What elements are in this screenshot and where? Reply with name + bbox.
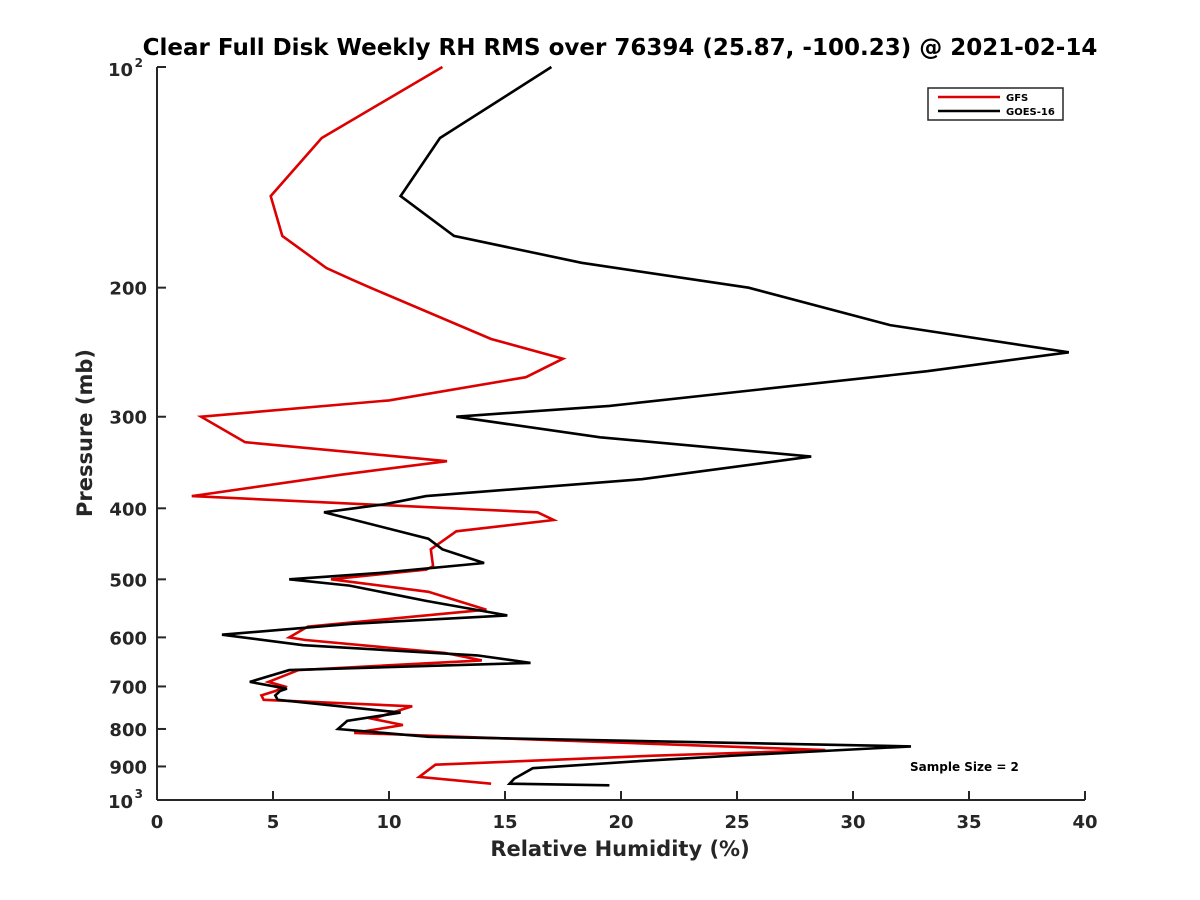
series-lines <box>191 65 1069 787</box>
y-tick-label: 500 <box>109 570 147 591</box>
y-tick-label: 200 <box>109 279 147 300</box>
x-axis-label: Relative Humidity (%) <box>490 837 749 861</box>
y-tick-label-exponent: 2 <box>135 56 143 70</box>
legend-label-gfs: GFS <box>1006 93 1028 104</box>
x-tick-label: 5 <box>267 812 280 833</box>
x-tick-label: 40 <box>1072 812 1097 833</box>
x-tick-label: 15 <box>492 812 517 833</box>
y-tick-label: 700 <box>109 677 147 698</box>
y-tick-label: 900 <box>109 757 147 778</box>
x-tick-label: 20 <box>608 812 633 833</box>
x-tick-label: 10 <box>376 812 401 833</box>
x-tick-label: 35 <box>956 812 981 833</box>
x-tick-label: 30 <box>840 812 865 833</box>
y-tick-label: 800 <box>109 720 147 741</box>
y-tick-label: 600 <box>109 628 147 649</box>
y-tick-label: 300 <box>109 408 147 429</box>
y-tick-label: 400 <box>109 499 147 520</box>
y-tick-label-base: 10 <box>108 792 133 813</box>
series-line-goes-16 <box>221 65 1069 787</box>
sample-size-annotation: Sample Size = 2 <box>910 760 1019 774</box>
legend-label-goes-16: GOES-16 <box>1006 107 1055 118</box>
legend: GFS GOES-16 <box>927 87 1064 121</box>
y-tick-label-base: 10 <box>108 60 133 81</box>
y-tick-label-exponent: 3 <box>135 787 143 801</box>
x-tick-label: 0 <box>151 812 164 833</box>
legend-box <box>927 87 1064 121</box>
y-axis-label: Pressure (mb) <box>73 349 97 517</box>
chart-title: Clear Full Disk Weekly RH RMS over 76394… <box>143 35 1098 61</box>
x-tick-label: 25 <box>724 812 749 833</box>
